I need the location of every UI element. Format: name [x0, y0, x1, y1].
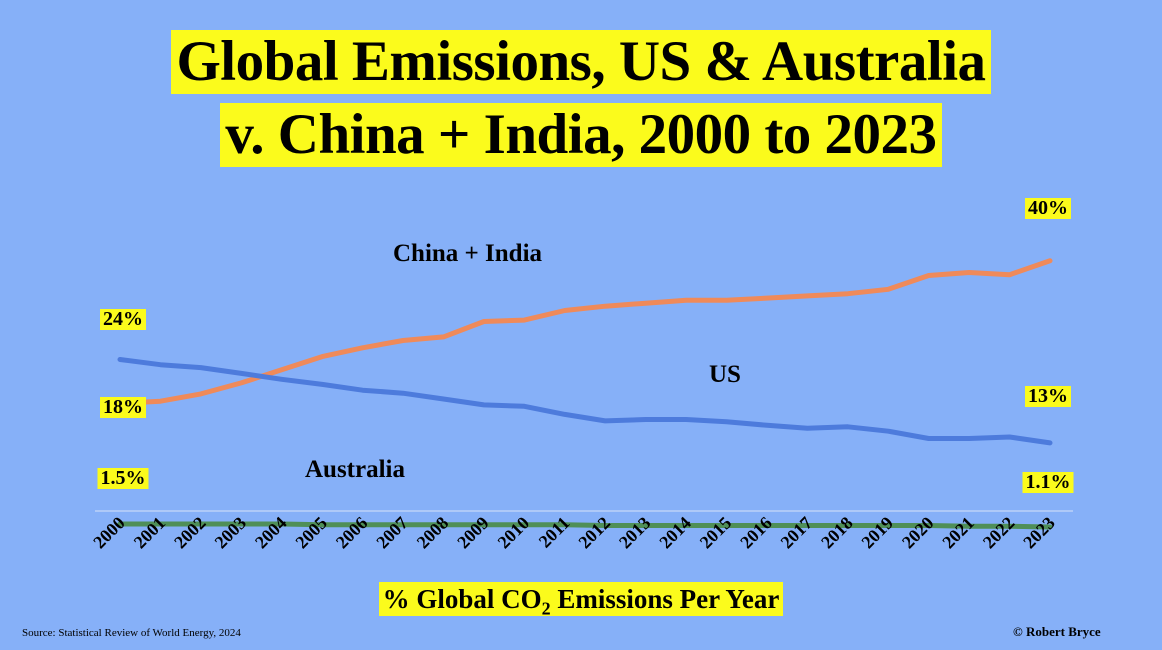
x-tick-label: 2003: [211, 513, 251, 553]
x-tick-label: 2020: [898, 513, 938, 553]
x-tick-label: 2014: [655, 513, 695, 553]
chart-title-line-1: Global Emissions, US & Australia: [0, 30, 1162, 94]
x-tick-label: 2012: [574, 513, 614, 553]
x-tick-label: 2010: [494, 513, 534, 553]
source-note: Source: Statistical Review of World Ener…: [22, 627, 241, 639]
x-axis-label-subscript: 2: [541, 598, 551, 619]
value-label-china-india-start: 18%: [103, 396, 143, 418]
x-tick-label: 2008: [413, 513, 453, 553]
x-tick-label: 2002: [170, 513, 210, 553]
x-tick-label: 2022: [979, 513, 1019, 553]
value-label-china-india-end-highlight: [1025, 198, 1071, 219]
value-label-australia-end: 1.1%: [1026, 471, 1071, 493]
series-line-us: [117, 357, 1053, 446]
x-tick-label: 2015: [696, 513, 736, 553]
series-line-australia: [117, 521, 1053, 530]
x-axis-label-wrap: % Global CO2 Emissions Per Year: [0, 582, 1162, 619]
chart-title-line-1-text: Global Emissions, US & Australia: [171, 30, 991, 94]
series-label-china-india: China + India: [393, 240, 543, 267]
series-label-us: US: [709, 361, 741, 388]
x-tick-label: 2017: [777, 513, 817, 553]
value-label-us-end: 13%: [1028, 385, 1068, 407]
value-label-australia-end-highlight: [1022, 472, 1074, 493]
x-tick-label: 2019: [857, 513, 897, 553]
x-tick-label: 2013: [615, 513, 655, 553]
value-label-australia-start: 1.5%: [101, 467, 146, 489]
x-tick-label: 2011: [535, 513, 574, 552]
x-axis-label-suffix: Emissions Per Year: [550, 584, 780, 614]
x-tick-label: 2000: [89, 513, 129, 553]
chart-title-line-2-text: v. China + India, 2000 to 2023: [220, 103, 942, 167]
value-label-china-india-start-highlight: [100, 397, 146, 418]
series-label-australia: Australia: [305, 456, 406, 483]
value-label-us-end-highlight: [1025, 386, 1071, 407]
x-tick-label: 2016: [736, 513, 776, 553]
x-tick-label: 2009: [453, 513, 493, 553]
x-tick-label: 2006: [332, 513, 372, 553]
x-tick-label: 2004: [251, 513, 291, 553]
chart-title-line-2: v. China + India, 2000 to 2023: [0, 103, 1162, 167]
x-tick-label: 2007: [372, 513, 412, 553]
x-tick-label: 2005: [291, 513, 331, 553]
copyright-note: © Robert Bryce: [1013, 624, 1101, 639]
x-axis-label-prefix: % Global CO: [382, 584, 542, 614]
x-axis-label: % Global CO2 Emissions Per Year: [378, 582, 784, 619]
value-label-us-start-highlight: [100, 309, 146, 330]
x-tick-label: 2001: [130, 513, 170, 553]
value-label-australia-start-highlight: [97, 468, 149, 489]
value-label-us-start: 24%: [103, 308, 143, 330]
x-tick-label: 2023: [1019, 513, 1059, 553]
series-line-china-india: [117, 258, 1053, 406]
x-tick-label: 2018: [817, 513, 857, 553]
value-label-china-india-end: 40%: [1028, 197, 1068, 219]
x-tick-label: 2021: [938, 513, 978, 553]
